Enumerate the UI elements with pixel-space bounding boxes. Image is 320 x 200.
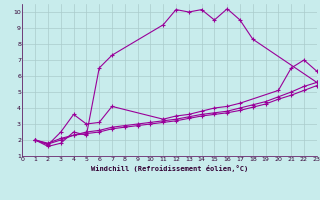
X-axis label: Windchill (Refroidissement éolien,°C): Windchill (Refroidissement éolien,°C) bbox=[91, 165, 248, 172]
